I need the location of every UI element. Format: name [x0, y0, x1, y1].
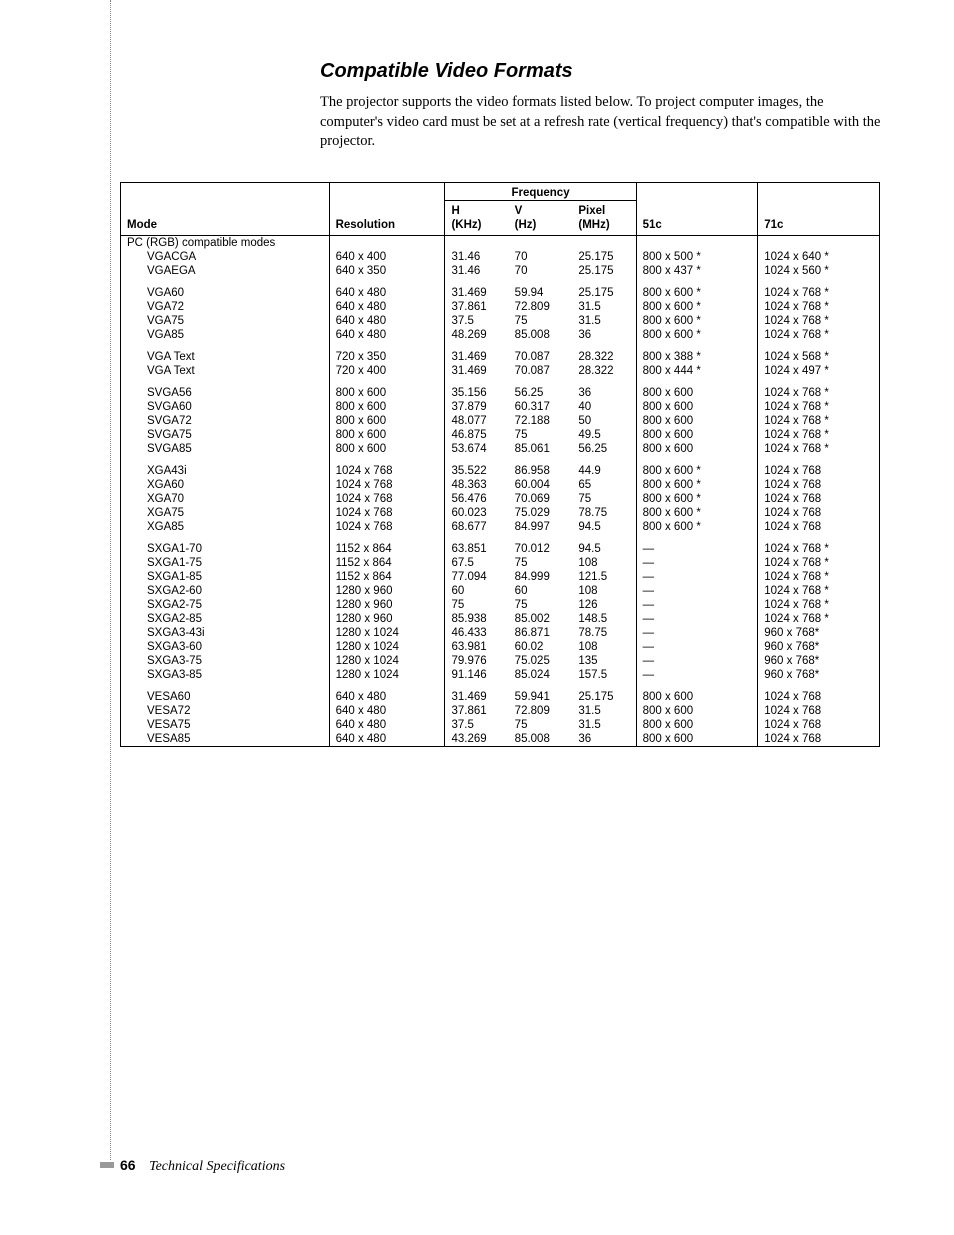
table-row: VGAEGA640 x 35031.467025.175800 x 437 *1… — [121, 264, 880, 278]
mode-cell: SXGA2-85 — [121, 612, 330, 626]
mode-cell: VESA75 — [121, 718, 330, 732]
table-row: SXGA3-751280 x 102479.97675.025135—960 x… — [121, 654, 880, 668]
mode-cell: XGA85 — [121, 520, 330, 534]
mode-cell: SVGA85 — [121, 442, 330, 456]
table-wrap: Frequency H V Pixel Mode Resolution (K — [120, 182, 884, 747]
page-footer: 66 Technical Specifications — [120, 1157, 285, 1175]
mode-cell: VGA75 — [121, 314, 330, 328]
mode-cell: SVGA75 — [121, 428, 330, 442]
hdr-pixel: Pixel — [572, 200, 636, 218]
table-row: VGA Text720 x 35031.46970.08728.322800 x… — [121, 350, 880, 364]
group-gap — [121, 278, 880, 286]
table-row: SVGA56800 x 60035.15656.2536800 x 600102… — [121, 386, 880, 400]
mode-cell: XGA75 — [121, 506, 330, 520]
group-gap — [121, 534, 880, 542]
hdr-51c: 51c — [636, 218, 758, 236]
hdr-pixel-unit: (MHz) — [572, 218, 636, 236]
mode-cell: SXGA1-85 — [121, 570, 330, 584]
mode-cell: SXGA1-70 — [121, 542, 330, 556]
hdr-v: V — [509, 200, 573, 218]
group-gap — [121, 378, 880, 386]
table-row: XGA851024 x 76868.67784.99794.5800 x 600… — [121, 520, 880, 534]
table-row: VGA75640 x 48037.57531.5800 x 600 *1024 … — [121, 314, 880, 328]
mode-cell: SXGA3-85 — [121, 668, 330, 682]
table-row: SXGA2-751280 x 9607575126—1024 x 768 * — [121, 598, 880, 612]
table-row: SXGA1-751152 x 86467.575108—1024 x 768 * — [121, 556, 880, 570]
group-label: PC (RGB) compatible modes — [121, 235, 330, 250]
mode-cell: VESA72 — [121, 704, 330, 718]
hdr-mode: Mode — [121, 218, 330, 236]
hdr-v-unit: (Hz) — [509, 218, 573, 236]
section-intro: The projector supports the video formats… — [320, 93, 884, 152]
table-header: Frequency H V Pixel Mode Resolution (K — [121, 182, 880, 235]
page-number: 66 — [120, 1157, 136, 1173]
group-gap — [121, 456, 880, 464]
table-row: SXGA1-851152 x 86477.09484.999121.5—1024… — [121, 570, 880, 584]
chapter-name: Technical Specifications — [149, 1159, 285, 1174]
table-row: SVGA85800 x 60053.67485.06156.25800 x 60… — [121, 442, 880, 456]
table-row: XGA751024 x 76860.02375.02978.75800 x 60… — [121, 506, 880, 520]
mode-cell: XGA43i — [121, 464, 330, 478]
mode-cell: VGA Text — [121, 350, 330, 364]
mode-cell: VGAEGA — [121, 264, 330, 278]
mode-cell: SXGA3-60 — [121, 640, 330, 654]
table-row: SXGA3-851280 x 102491.14685.024157.5—960… — [121, 668, 880, 682]
mode-cell: SXGA3-43i — [121, 626, 330, 640]
mode-cell: VESA60 — [121, 690, 330, 704]
table-row: XGA43i1024 x 76835.52286.95844.9800 x 60… — [121, 464, 880, 478]
mode-cell: SVGA56 — [121, 386, 330, 400]
table-row: SXGA3-601280 x 102463.98160.02108—960 x … — [121, 640, 880, 654]
mode-cell: VGA60 — [121, 286, 330, 300]
mode-cell: XGA60 — [121, 478, 330, 492]
content-area: Compatible Video Formats The projector s… — [320, 60, 884, 152]
hdr-resolution: Resolution — [329, 218, 445, 236]
table-row: VGA60640 x 48031.46959.9425.175800 x 600… — [121, 286, 880, 300]
table-row: VESA85640 x 48043.26985.00836800 x 60010… — [121, 732, 880, 747]
mode-cell: SVGA60 — [121, 400, 330, 414]
margin-dotted-line — [110, 0, 111, 1160]
table-row: SXGA3-43i1280 x 102446.43386.87178.75—96… — [121, 626, 880, 640]
mode-cell: XGA70 — [121, 492, 330, 506]
group-gap — [121, 342, 880, 350]
group-gap — [121, 682, 880, 690]
mode-cell: SXGA3-75 — [121, 654, 330, 668]
hdr-71c: 71c — [758, 218, 880, 236]
margin-tick — [100, 1162, 114, 1168]
table-row: XGA701024 x 76856.47670.06975800 x 600 *… — [121, 492, 880, 506]
hdr-frequency: Frequency — [445, 182, 636, 200]
table-row: VESA60640 x 48031.46959.94125.175800 x 6… — [121, 690, 880, 704]
table-row: VGA Text720 x 40031.46970.08728.322800 x… — [121, 364, 880, 378]
mode-cell: VESA85 — [121, 732, 330, 747]
table-row: SVGA75800 x 60046.8757549.5800 x 6001024… — [121, 428, 880, 442]
mode-cell: VGACGA — [121, 250, 330, 264]
mode-cell: VGA Text — [121, 364, 330, 378]
mode-cell: SXGA2-75 — [121, 598, 330, 612]
hdr-h: H — [445, 200, 509, 218]
table-body: PC (RGB) compatible modesVGACGA640 x 400… — [121, 235, 880, 746]
mode-cell: VGA72 — [121, 300, 330, 314]
table-row: SXGA2-601280 x 9606060108—1024 x 768 * — [121, 584, 880, 598]
table-row: VGACGA640 x 40031.467025.175800 x 500 *1… — [121, 250, 880, 264]
group-label-row: PC (RGB) compatible modes — [121, 235, 880, 250]
table-row: SXGA2-851280 x 96085.93885.002148.5—1024… — [121, 612, 880, 626]
page: Compatible Video Formats The projector s… — [0, 0, 954, 1200]
table-row: SVGA72800 x 60048.07772.18850800 x 60010… — [121, 414, 880, 428]
formats-table: Frequency H V Pixel Mode Resolution (K — [120, 182, 880, 747]
mode-cell: SXGA2-60 — [121, 584, 330, 598]
table-row: VGA85640 x 48048.26985.00836800 x 600 *1… — [121, 328, 880, 342]
mode-cell: SVGA72 — [121, 414, 330, 428]
table-row: VESA72640 x 48037.86172.80931.5800 x 600… — [121, 704, 880, 718]
table-row: VESA75640 x 48037.57531.5800 x 6001024 x… — [121, 718, 880, 732]
hdr-h-unit: (KHz) — [445, 218, 509, 236]
mode-cell: SXGA1-75 — [121, 556, 330, 570]
table-row: SXGA1-701152 x 86463.85170.01294.5—1024 … — [121, 542, 880, 556]
table-row: SVGA60800 x 60037.87960.31740800 x 60010… — [121, 400, 880, 414]
section-title: Compatible Video Formats — [320, 60, 884, 83]
table-row: XGA601024 x 76848.36360.00465800 x 600 *… — [121, 478, 880, 492]
mode-cell: VGA85 — [121, 328, 330, 342]
table-row: VGA72640 x 48037.86172.80931.5800 x 600 … — [121, 300, 880, 314]
